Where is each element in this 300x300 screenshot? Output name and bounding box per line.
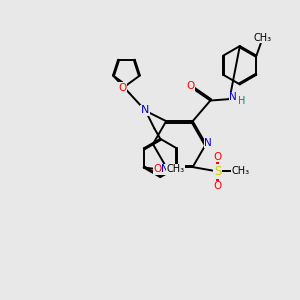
Text: N: N xyxy=(161,164,169,174)
Text: O: O xyxy=(214,152,222,162)
Text: N: N xyxy=(204,138,212,148)
Text: CH₃: CH₃ xyxy=(232,167,250,176)
Text: O: O xyxy=(153,164,162,174)
Text: H: H xyxy=(238,96,246,106)
Text: O: O xyxy=(214,181,222,191)
Text: N: N xyxy=(230,92,237,102)
Text: N: N xyxy=(141,105,149,115)
Text: CH₃: CH₃ xyxy=(166,164,184,174)
Text: S: S xyxy=(214,165,221,178)
Text: CH₃: CH₃ xyxy=(253,33,271,43)
Text: O: O xyxy=(118,82,126,93)
Text: O: O xyxy=(187,81,195,92)
